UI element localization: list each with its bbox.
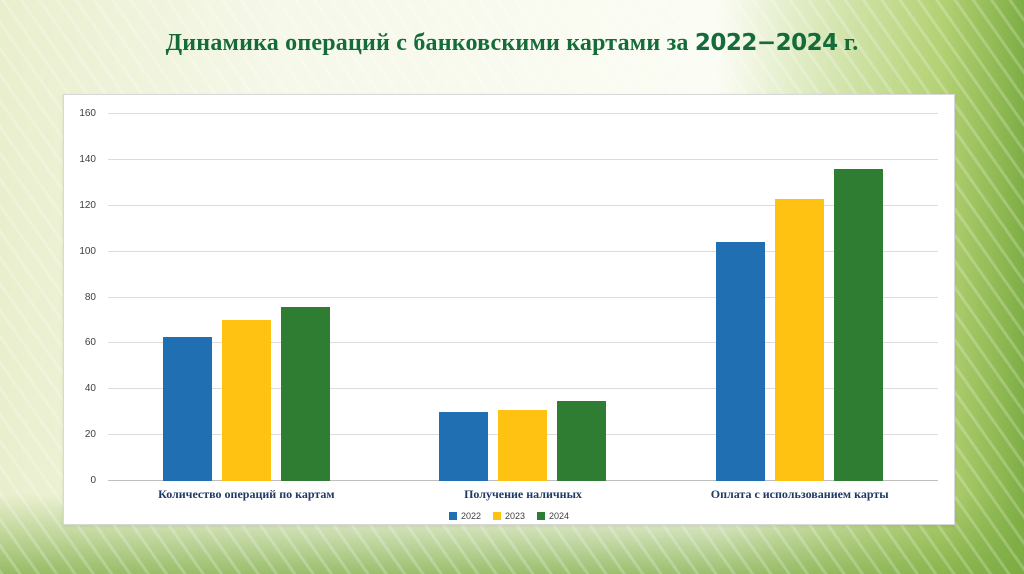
bar-group bbox=[439, 114, 607, 481]
x-category-label: Получение наличных bbox=[464, 487, 582, 501]
chart-title: Динамика операций с банковскими картами … bbox=[0, 30, 1024, 57]
bar-group bbox=[162, 114, 330, 481]
y-tick-label: 40 bbox=[84, 383, 96, 395]
bar-2023 bbox=[498, 409, 548, 481]
x-category-label: Оплата с использованием карты bbox=[710, 487, 889, 501]
y-tick-label: 160 bbox=[79, 108, 96, 119]
y-tick-label: 120 bbox=[79, 199, 96, 211]
gridline bbox=[108, 296, 938, 298]
y-tick-label: 60 bbox=[84, 337, 96, 349]
legend-swatch bbox=[448, 512, 457, 520]
bar-2024 bbox=[834, 169, 884, 481]
gridline bbox=[108, 204, 938, 206]
x-category-label: Количество операций по картам bbox=[158, 487, 335, 501]
plot-area bbox=[108, 113, 938, 481]
bar-group bbox=[716, 114, 884, 481]
y-tick-label: 100 bbox=[79, 245, 96, 257]
legend-swatch bbox=[537, 512, 546, 520]
legend-swatch bbox=[492, 512, 501, 520]
chart-title-years: 2022−2024 bbox=[694, 30, 838, 56]
legend-item: 2023 bbox=[492, 511, 526, 521]
gridline bbox=[108, 158, 938, 160]
chart-panel: 0 20 40 60 80 100 120 140 160 Количество операци… bbox=[63, 94, 955, 525]
legend: 2022 2023 2024 bbox=[64, 511, 954, 521]
legend-item: 2024 bbox=[537, 511, 569, 521]
bar-2024 bbox=[280, 306, 330, 481]
gridline bbox=[108, 250, 938, 252]
bar-2024 bbox=[557, 400, 607, 481]
bar-2022 bbox=[716, 242, 766, 481]
bar-2023 bbox=[775, 198, 825, 481]
y-tick-label: 0 bbox=[90, 475, 96, 486]
legend-label: 2024 bbox=[549, 511, 570, 521]
chart-title-prefix: Динамика операций с банковскими картами … bbox=[165, 30, 689, 56]
y-tick-label: 140 bbox=[79, 153, 96, 165]
legend-label: 2023 bbox=[504, 511, 526, 521]
gridline bbox=[108, 342, 938, 344]
y-tick-label: 80 bbox=[84, 291, 96, 303]
bar-groups bbox=[108, 114, 938, 481]
gridline bbox=[108, 388, 938, 390]
bar-2023 bbox=[221, 320, 271, 481]
legend-label: 2022 bbox=[460, 511, 481, 521]
y-axis: 0 20 40 60 80 100 120 140 160 bbox=[64, 109, 102, 486]
chart-title-suffix: г. bbox=[843, 30, 859, 56]
bar-2022 bbox=[439, 412, 489, 481]
gridline bbox=[108, 113, 938, 114]
legend-item: 2022 bbox=[448, 511, 481, 521]
bar-2022 bbox=[162, 336, 212, 481]
y-tick-label: 20 bbox=[84, 429, 96, 441]
x-axis-labels: Количество операций по картам Получение н… bbox=[108, 487, 938, 502]
